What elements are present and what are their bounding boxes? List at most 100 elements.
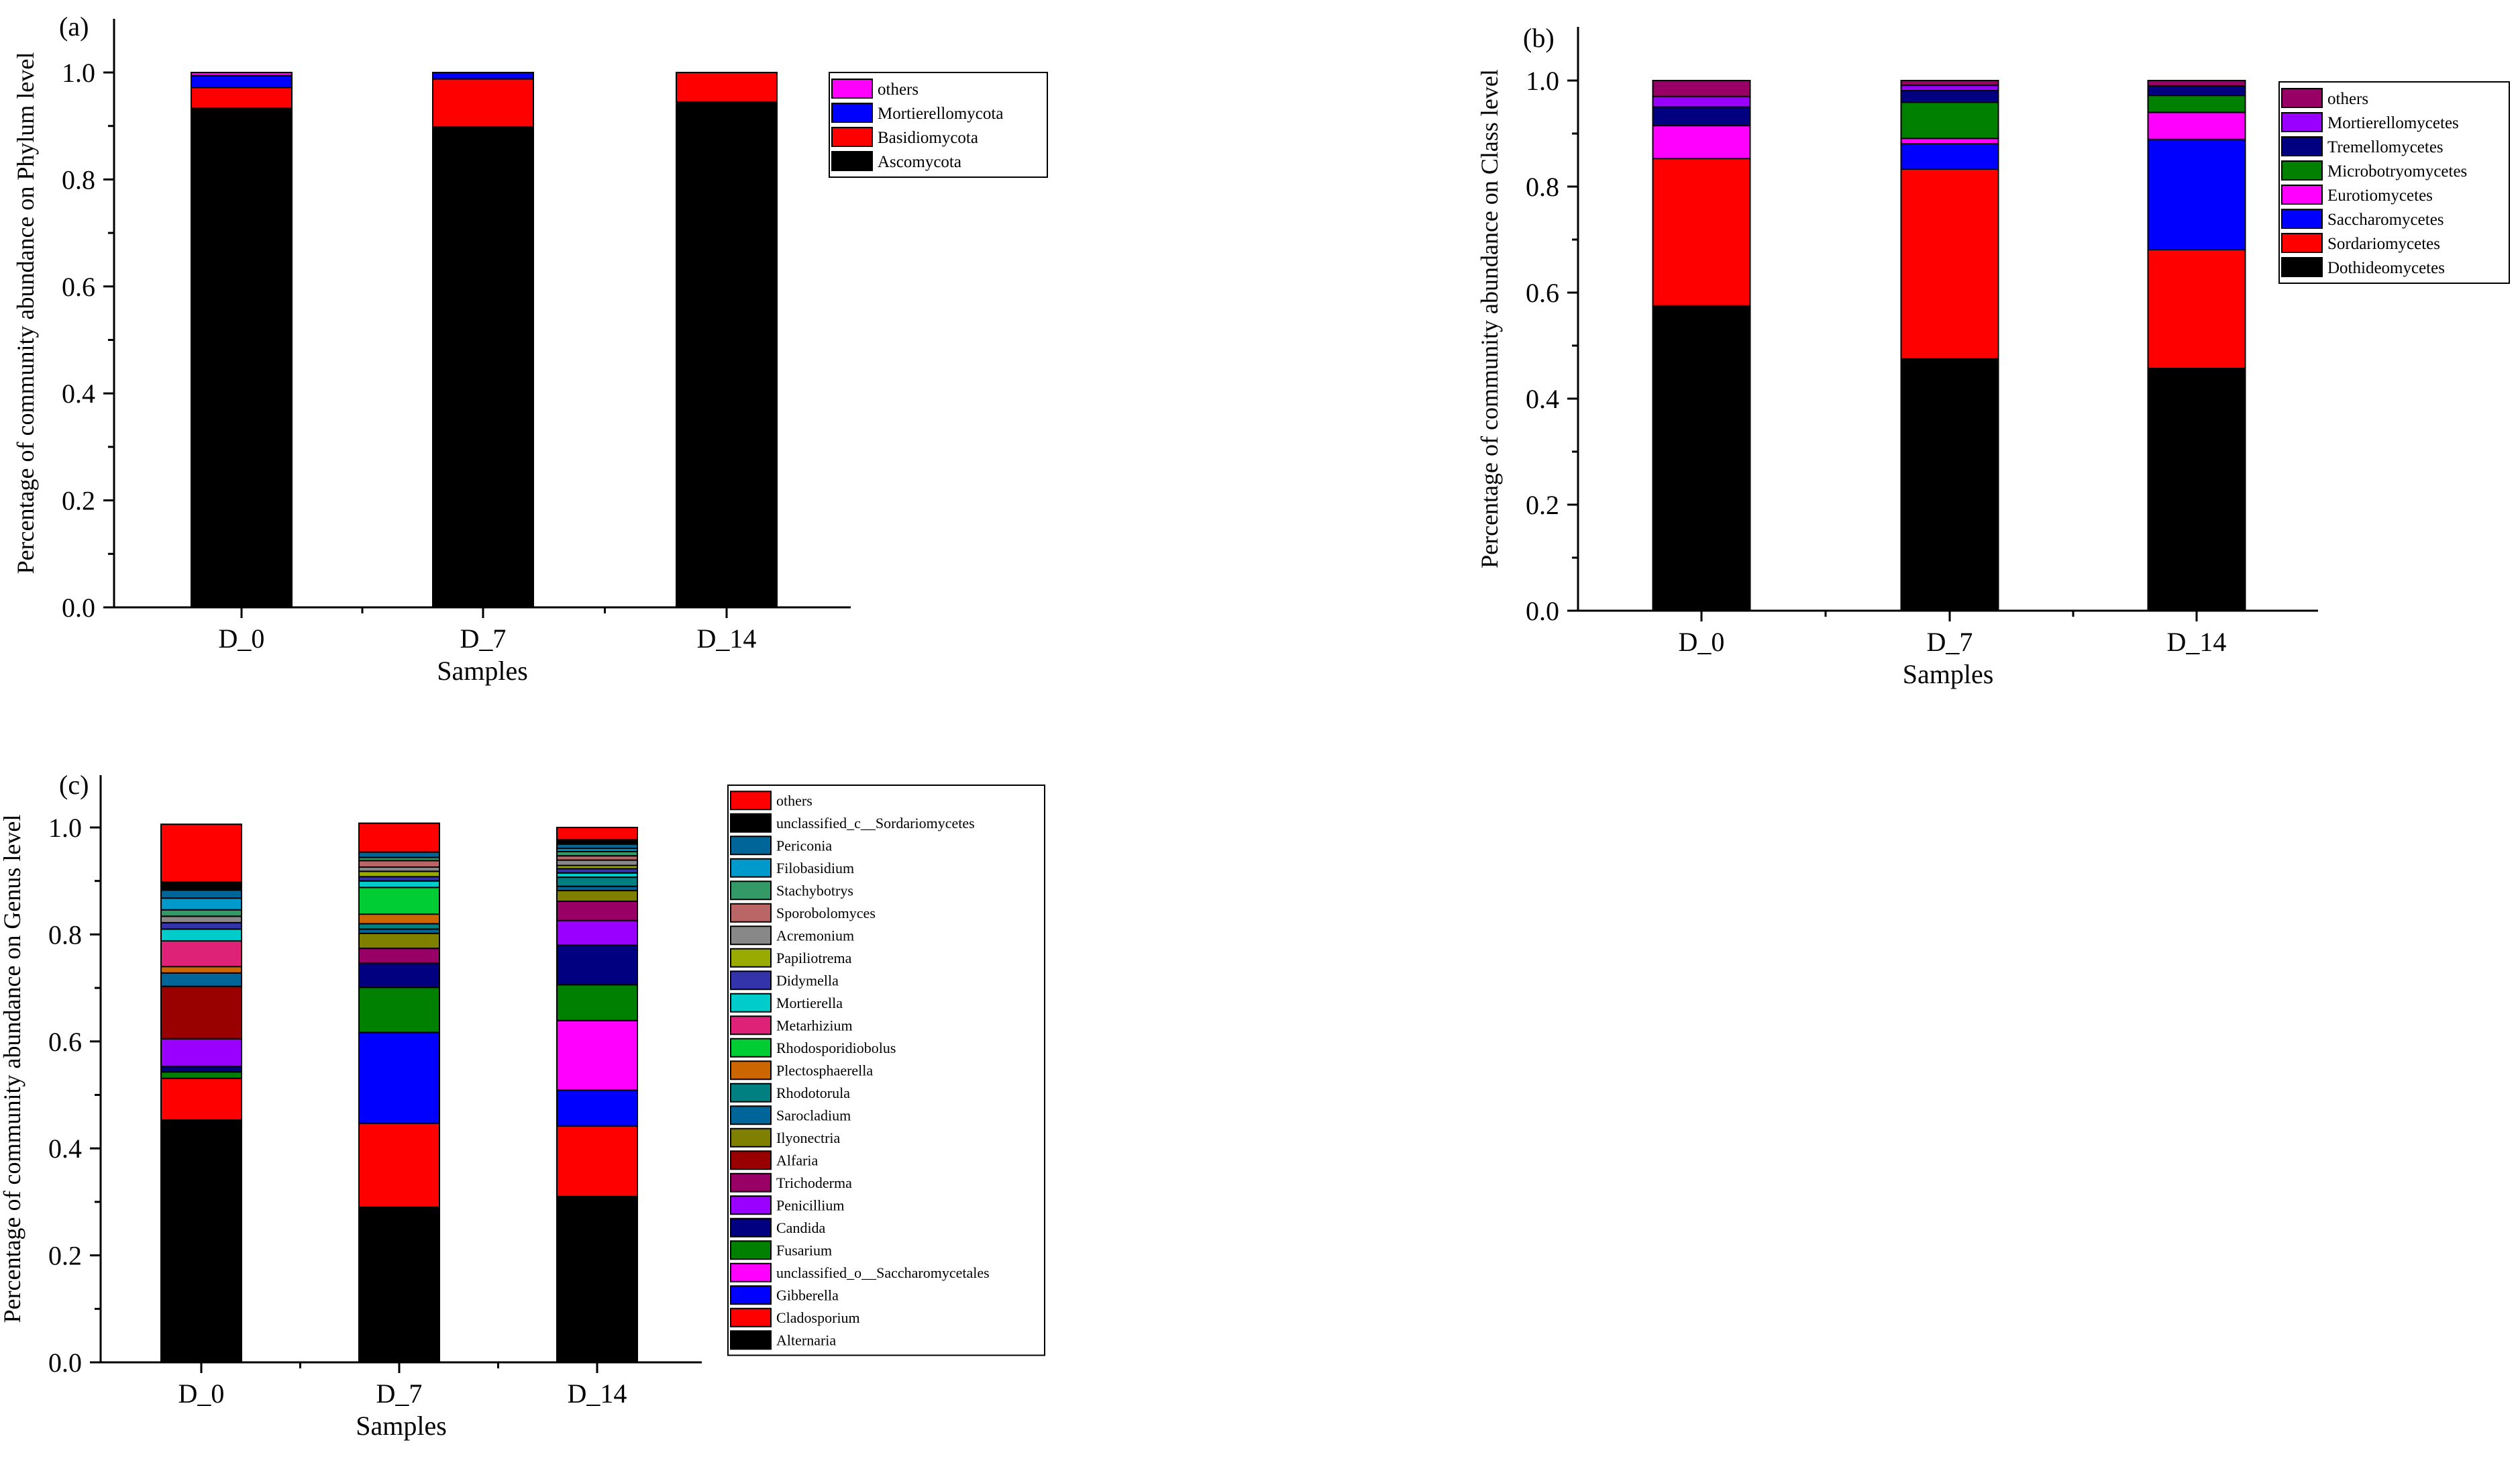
x-tick-label: D_0 — [219, 623, 265, 654]
x-tick-label: D_14 — [2167, 627, 2227, 657]
bar-segment-D_14-Microbotryomycetes — [2147, 95, 2246, 113]
legend-label: Sporobolomyces — [776, 905, 876, 921]
bar-segment-D_14-Saccharomycetes — [2147, 138, 2246, 251]
legend-label: unclassified_c__Sordariomycetes — [776, 815, 975, 831]
legend-swatch — [730, 948, 772, 968]
legend-label: Metarhizium — [776, 1017, 853, 1033]
panel-label: (b) — [1523, 23, 1555, 53]
bar-segment-D_7-Cladosporium — [358, 1122, 440, 1208]
bar-segment-D_0-Filobasidium — [160, 897, 242, 911]
bar-segment-D_7-Plectosphaerella — [358, 913, 440, 925]
bar-segment-D_0-Tremellomycetes — [1652, 106, 1751, 127]
bar-segment-D_7-Sordariomycetes — [1900, 168, 1999, 360]
bar-segment-D_7-Rhodotorula — [358, 923, 440, 930]
bar-segment-D_0-Eurotiomycetes — [1652, 125, 1751, 160]
bar-segment-D_14-Tremellomycetes — [2147, 85, 2246, 97]
legend-label: Ilyonectria — [776, 1129, 841, 1146]
bar-segment-D_0-unclassified_c__Sordariomycetes — [160, 881, 242, 891]
legend-label: Dothideomycetes — [2327, 259, 2445, 277]
legend-swatch — [730, 1127, 772, 1148]
panel-label: (a) — [59, 11, 89, 42]
bar-segment-D_14-Ascomycota — [676, 101, 778, 608]
legend-label: Penicillium — [776, 1197, 844, 1213]
bar-segment-D_14-Trichoderma — [556, 900, 638, 921]
bar-segment-D_14-Acremonium — [556, 859, 638, 866]
bar-segment-D_7-Candida — [358, 962, 440, 989]
legend-label: Eurotiomycetes — [2327, 187, 2433, 205]
bar-segment-D_7-Eurotiomycetes — [1900, 138, 1999, 145]
bar-segment-D_7-Microbotryomycetes — [1900, 101, 1999, 140]
chart-legend: others Mortierellomycota Basidiomycota Asco… — [829, 72, 1048, 178]
bar-segment-D_14-Candida — [556, 944, 638, 986]
y-tick-label: 1.0 — [48, 813, 82, 843]
legend-swatch — [831, 127, 873, 147]
bar-segment-D_14-others — [2147, 80, 2246, 87]
chart-legend: others Mortierellomycetes Tremellomycetes M… — [2278, 81, 2510, 284]
legend-label: Mortierella — [776, 995, 843, 1011]
legend-swatch — [730, 880, 772, 901]
bar-segment-D_14-Gibberella — [556, 1089, 638, 1127]
bar-segment-D_7-Sporobolomyces — [358, 860, 440, 868]
legend-swatch — [730, 1195, 772, 1215]
bar-segment-D_0-others — [1652, 80, 1751, 97]
y-axis-title: Percentage of community abundance on Gen… — [0, 815, 25, 1323]
legend-swatch — [730, 1217, 772, 1238]
bar-segment-D_0-Basidiomycota — [191, 87, 293, 109]
legend-swatch — [730, 970, 772, 991]
y-tick-label: 0.6 — [48, 1027, 82, 1057]
legend-frame — [727, 785, 1045, 1356]
y-tick-label: 0.2 — [62, 486, 95, 516]
y-axis-title: Percentage of community abundance on Phy… — [12, 52, 39, 574]
legend-label: Mortierellomycetes — [2327, 114, 2459, 132]
legend-label: Alfaria — [776, 1152, 819, 1168]
bar-segment-D_14-Dothideomycetes — [2147, 367, 2246, 611]
x-axis-title: Samples — [437, 656, 528, 686]
legend-swatch — [2281, 185, 2323, 205]
legend-label: Ascomycota — [878, 153, 961, 171]
y-tick-label: 0.0 — [1526, 596, 1559, 626]
y-tick-label: 0.0 — [48, 1348, 82, 1378]
y-tick-label: 0.0 — [62, 593, 95, 623]
legend-label: unclassified_o__Saccharomycetales — [776, 1264, 990, 1281]
legend-label: Mortierellomycota — [878, 105, 1003, 123]
y-tick-label: 0.4 — [1526, 384, 1559, 414]
bar-segment-D_0-Mortierella — [160, 928, 242, 942]
x-tick-label: D_7 — [1927, 627, 1973, 657]
bar-segment-D_0-Fusarium — [160, 1071, 242, 1079]
bar-segment-D_0-Sarocladium — [160, 972, 242, 987]
x-tick-label: D_7 — [460, 623, 507, 654]
legend-swatch — [730, 1038, 772, 1058]
y-tick-label: 0.8 — [48, 919, 82, 950]
bar-segment-D_7-Papiliotrema — [358, 870, 440, 878]
legend-label: Didymella — [776, 972, 839, 989]
x-axis-title: Samples — [1903, 659, 1994, 689]
legend-swatch — [730, 1240, 772, 1260]
y-tick-label: 0.4 — [62, 379, 95, 409]
bar-segment-D_14-others — [556, 827, 638, 841]
legend-label: Cladosporium — [776, 1309, 860, 1326]
legend-label: Candida — [776, 1219, 826, 1236]
x-tick-label: D_0 — [1679, 627, 1725, 657]
x-tick-label: D_14 — [568, 1378, 627, 1409]
bar-segment-D_0-Didymella — [160, 921, 242, 930]
legend-label: Plectosphaerella — [776, 1062, 873, 1078]
bar-segment-D_0-Ascomycota — [191, 107, 293, 609]
legend-swatch — [730, 858, 772, 878]
legend-swatch — [730, 903, 772, 923]
bar-segment-D_0-Mortierellomycota — [191, 74, 293, 89]
bar-segment-D_14-unclassified_o__Saccharomycetales — [556, 1019, 638, 1091]
legend-label: Trichoderma — [776, 1174, 852, 1191]
legend-label: Basidiomycota — [878, 129, 978, 147]
panel-label: (c) — [59, 770, 89, 800]
legend-label: Tremellomycetes — [2327, 138, 2444, 156]
legend-label: Rhodotorula — [776, 1084, 850, 1101]
bar-segment-D_14-Sordariomycetes — [2147, 249, 2246, 369]
legend-swatch — [831, 151, 873, 171]
legend-swatch — [730, 1015, 772, 1036]
bar-segment-D_7-Ilyonectria — [358, 932, 440, 950]
bar-segment-D_7-others — [358, 822, 440, 853]
bar-segment-D_0-Mortierellomycetes — [1652, 95, 1751, 108]
bar-segment-D_7-Dothideomycetes — [1900, 358, 1999, 611]
bar-segment-D_0-others — [160, 823, 242, 883]
y-tick-label: 0.6 — [62, 272, 95, 302]
